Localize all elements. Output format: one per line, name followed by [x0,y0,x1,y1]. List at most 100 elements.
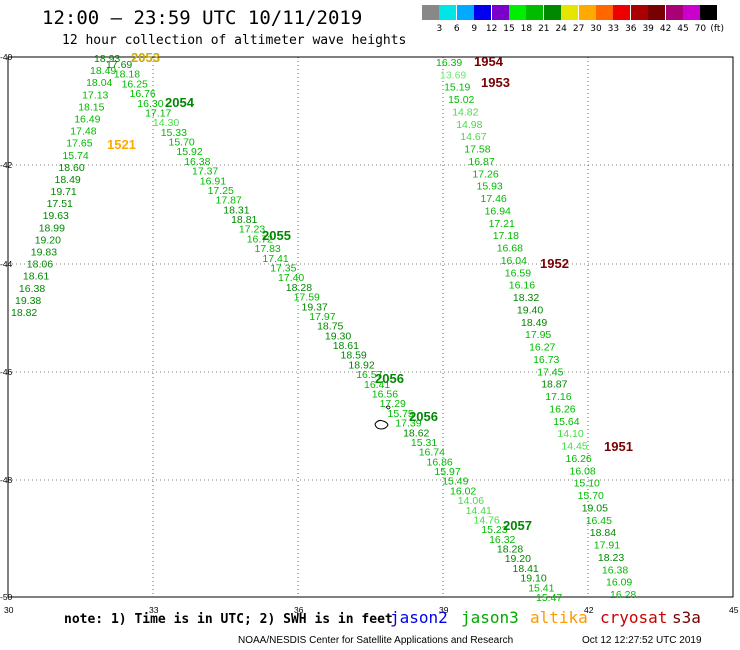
legend-swatch [561,5,579,20]
swh-value: 16.56 [372,389,398,401]
swh-value: 17.91 [594,540,620,552]
swh-value: 16.87 [468,156,494,168]
swh-value: 17.48 [70,126,96,138]
swh-value: 15.70 [169,137,195,149]
swh-value: 16.39 [436,57,462,69]
lon-label: 36 [294,605,304,615]
swh-value: 16.26 [566,453,592,465]
swh-value: 18.32 [513,292,539,304]
swh-value: 16.16 [509,280,535,292]
lat-label: -50 [0,592,13,602]
swh-value: 18.93 [94,53,120,65]
legend-label: 24 [555,24,567,34]
legend-label: 39 [642,24,654,34]
map-frame [7,56,734,598]
pass-number: 1953 [481,75,510,90]
page-subtitle: 12 hour collection of altimeter wave hei… [62,33,407,48]
swh-value: 16.41 [364,379,390,391]
lon-label: 33 [149,605,159,615]
swh-value: 18.49 [55,174,81,186]
swh-value: 18.61 [333,340,359,352]
swh-value: 16.30 [137,98,163,110]
swh-value: 17.21 [489,218,515,230]
lon-label: 45 [729,605,739,615]
lat-label: -46 [0,367,13,377]
swh-value: 18.49 [521,317,547,329]
swh-value: 15.10 [574,478,600,490]
swh-value: 18.87 [541,379,567,391]
swh-value: 15.02 [448,94,474,106]
swh-value: 18.59 [341,350,367,362]
pass-number: 2053 [131,50,160,65]
swh-value: 15.70 [578,490,604,502]
legend-label: 3 [436,24,443,34]
swh-value: 17.59 [294,292,320,304]
swh-value: 19.37 [302,301,328,313]
legend-label: 42 [659,24,672,34]
swh-value: 18.99 [39,222,65,234]
swh-value: 16.76 [130,88,156,100]
swh-value: 17.25 [208,185,234,197]
swh-value: 17.51 [47,198,73,210]
swh-value: 17.26 [472,168,498,180]
swh-value: 18.15 [78,101,104,113]
legend-swatch [422,5,439,20]
swh-value: 15.49 [442,476,468,488]
swh-value: 18.61 [23,271,49,283]
swh-value: 14.06 [458,495,484,507]
legend-unit: (ft) [710,24,724,34]
swh-value: 17.46 [481,193,507,205]
satellite-label: cryosat [600,608,668,627]
island-outline [385,405,391,410]
swh-value: 19.05 [582,502,608,514]
legend-label: 45 [677,24,689,34]
swh-value: 17.16 [545,391,571,403]
swh-value: 18.84 [590,527,616,539]
swh-value: 17.58 [464,144,490,156]
legend-swatch [596,5,613,20]
legend-swatch [630,5,648,20]
swh-value: 16.25 [122,78,148,90]
legend-swatch [491,5,509,20]
swh-value: 17.65 [66,138,92,150]
swh-value: 15.92 [176,146,202,158]
legend-swatch [526,5,544,20]
swh-value: 17.69 [106,59,132,71]
swh-value: 17.39 [395,418,421,430]
pass-number: 2057 [503,518,532,533]
swh-value: 17.40 [278,272,304,284]
swh-value: 16.45 [586,515,612,527]
legend-swatch [648,5,666,20]
legend-swatch [456,5,474,20]
legend-swatch [578,5,596,20]
pass-number: 1951 [604,439,633,454]
pass-number: 1952 [540,256,569,271]
swh-value: 17.23 [239,224,265,236]
satellite-label: s3a [672,608,701,627]
swh-value: 17.97 [309,311,335,323]
swh-value: 18.75 [317,321,343,333]
swh-value: 17.35 [270,263,296,275]
swh-value: 16.38 [184,156,210,168]
swh-value: 16.68 [497,243,523,255]
lat-label: -40 [0,52,13,62]
legend-swatch [665,5,683,20]
swh-value: 18.92 [348,359,374,371]
legend-label: 15 [503,24,515,34]
legend-swatch [613,5,631,20]
swh-value: 18.28 [497,544,523,556]
swh-value: 16.32 [489,534,515,546]
satellite-label: jason3 [461,608,519,627]
swh-value: 14.30 [153,117,179,129]
swh-value: 19.20 [505,553,531,565]
swh-value: 18.82 [11,307,37,319]
legend-label: 27 [572,24,585,34]
swh-value: 19.83 [31,247,57,259]
swh-value: 18.41 [513,563,539,575]
pass-number: 2056 [409,409,438,424]
footer-note: note: 1) Time is in UTC; 2) SWH is in fe… [64,612,393,627]
legend-label: 21 [538,24,550,34]
swh-value: 17.37 [192,166,218,178]
swh-value: 16.86 [427,456,453,468]
swh-value: 18.04 [86,77,112,89]
